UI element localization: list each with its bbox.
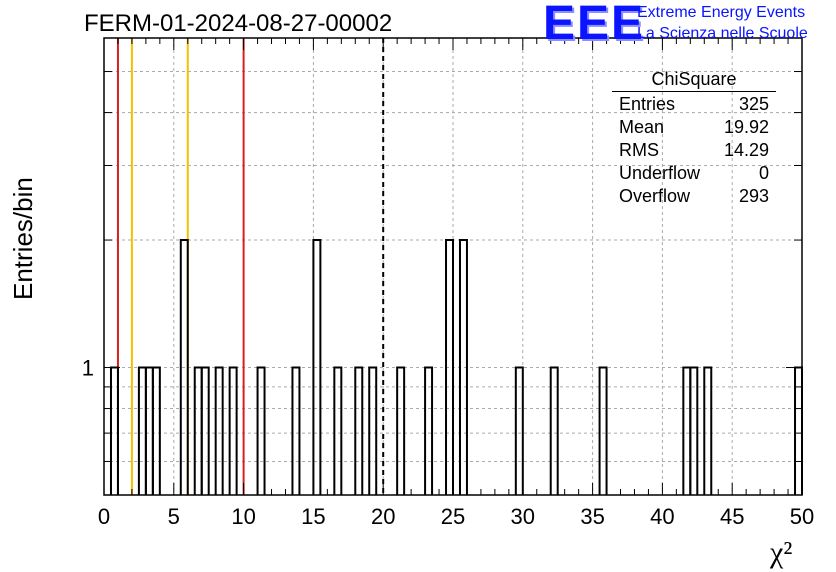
run-title: FERM-01-2024-08-27-00002 [84, 10, 393, 37]
histogram-bar [312, 239, 322, 495]
logo-caption-line2: La Scienza nelle Scuole [637, 25, 808, 42]
histogram-bar [368, 366, 378, 495]
histogram-bar [179, 239, 189, 495]
x-tick-label: 10 [231, 504, 255, 529]
histogram-bar [445, 239, 454, 495]
x-tick-label: 25 [441, 504, 465, 529]
stats-box: ChiSquare Entries 325 Mean 19.92 RMS 14.… [612, 68, 776, 208]
histogram-bar [396, 366, 406, 495]
y-tick-label: 1 [82, 356, 94, 381]
x-tick-label: 20 [371, 504, 395, 529]
x-tick-label: 15 [301, 504, 325, 529]
axes-layer: 0 5 10 15 20 25 30 35 40 45 50 1 [82, 37, 814, 529]
histogram-bar [549, 366, 559, 495]
stats-label: Underflow [619, 163, 701, 183]
reference-lines-layer [116, 38, 385, 495]
stats-row-overflow: Overflow 293 [612, 185, 776, 208]
histogram-bar [256, 366, 266, 495]
histogram-bar [151, 366, 161, 495]
stats-row-underflow: Underflow 0 [612, 162, 776, 185]
stats-row-entries: Entries 325 [612, 93, 776, 116]
stats-label: Entries [619, 94, 676, 114]
histogram-bar [200, 366, 210, 495]
eee-logo: EEE [543, 0, 646, 50]
logo-caption-line1: Extreme Energy Events [637, 4, 806, 21]
histogram-bar [424, 366, 434, 495]
stats-row-mean: Mean 19.92 [612, 116, 776, 139]
stats-row-rms: RMS 14.29 [612, 139, 776, 162]
stats-label: RMS [619, 140, 659, 160]
x-tick-label: 0 [98, 504, 110, 529]
x-tick-label: 50 [790, 504, 814, 529]
stats-value: 293 [738, 186, 769, 206]
stats-label: Overflow [619, 186, 691, 206]
histogram-bar [228, 366, 238, 495]
stats-value: 0 [758, 163, 769, 183]
histogram-bar [354, 366, 364, 495]
histogram-bar [598, 366, 608, 495]
logo-caption: Extreme Energy Events La Scienza nelle S… [637, 2, 808, 44]
x-tick-label: 5 [168, 504, 180, 529]
histogram-bar [214, 366, 224, 495]
histogram-bar [458, 239, 468, 495]
x-tick-label: 40 [650, 504, 674, 529]
stats-value: 325 [738, 94, 769, 114]
stats-value: 19.92 [723, 117, 769, 137]
histogram-bar [333, 366, 343, 495]
x-tick-label: 45 [720, 504, 744, 529]
histogram-bar [291, 366, 301, 495]
y-axis-label: Entries/bin [8, 177, 38, 300]
histogram-bar [689, 366, 699, 495]
stats-box-title: ChiSquare [612, 68, 776, 92]
x-tick-label: 35 [580, 504, 604, 529]
histogram-bar [514, 366, 524, 495]
histogram-bar [703, 366, 713, 495]
stats-value: 14.29 [723, 140, 769, 160]
x-tick-label: 30 [511, 504, 535, 529]
stats-label: Mean [619, 117, 665, 137]
x-axis-label: χ² [770, 536, 793, 569]
